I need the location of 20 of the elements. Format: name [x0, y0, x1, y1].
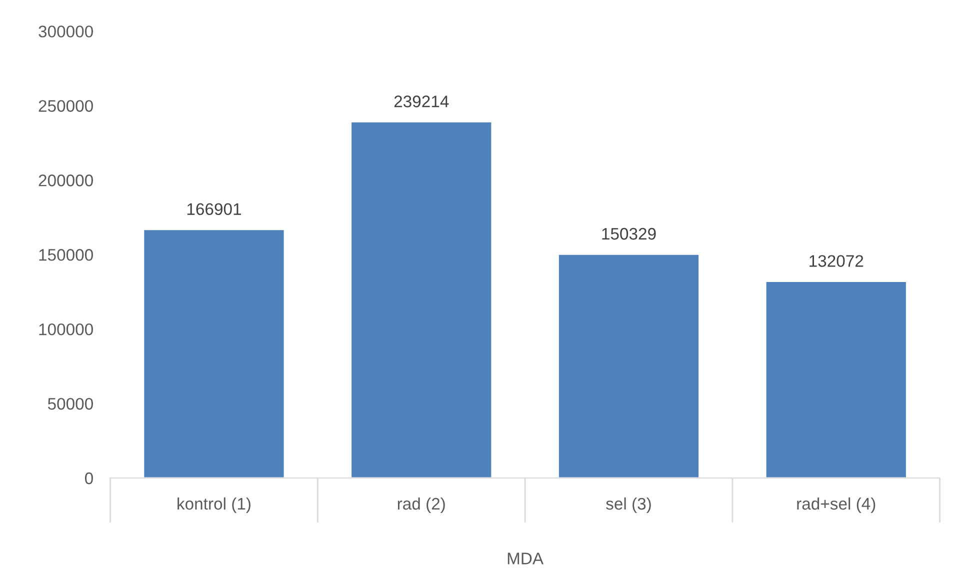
bar — [764, 280, 908, 478]
y-tick-label: 150000 — [39, 249, 93, 261]
data-label: 239214 — [394, 96, 449, 108]
y-tick-label: 100000 — [39, 323, 93, 336]
x-tick-label: rad (2) — [398, 497, 445, 513]
data-label: 166901 — [187, 203, 241, 216]
data-label: 150329 — [602, 228, 656, 240]
y-tick-label: 0 — [85, 472, 93, 484]
x-axis-title: MDA — [508, 552, 544, 564]
y-tick-label: 300000 — [38, 26, 93, 38]
y-tick-label: 200000 — [38, 174, 93, 186]
y-tick-label: 50000 — [48, 398, 93, 410]
x-tick-label: rad+sel (4) — [797, 497, 876, 513]
x-tick-label: kontrol (1) — [178, 497, 250, 513]
bar — [142, 228, 286, 478]
bar — [350, 121, 493, 478]
y-tick-label: 250000 — [38, 100, 93, 112]
data-label: 132072 — [810, 255, 864, 267]
bar — [558, 253, 700, 478]
x-tick-label: sel (3) — [606, 497, 651, 513]
